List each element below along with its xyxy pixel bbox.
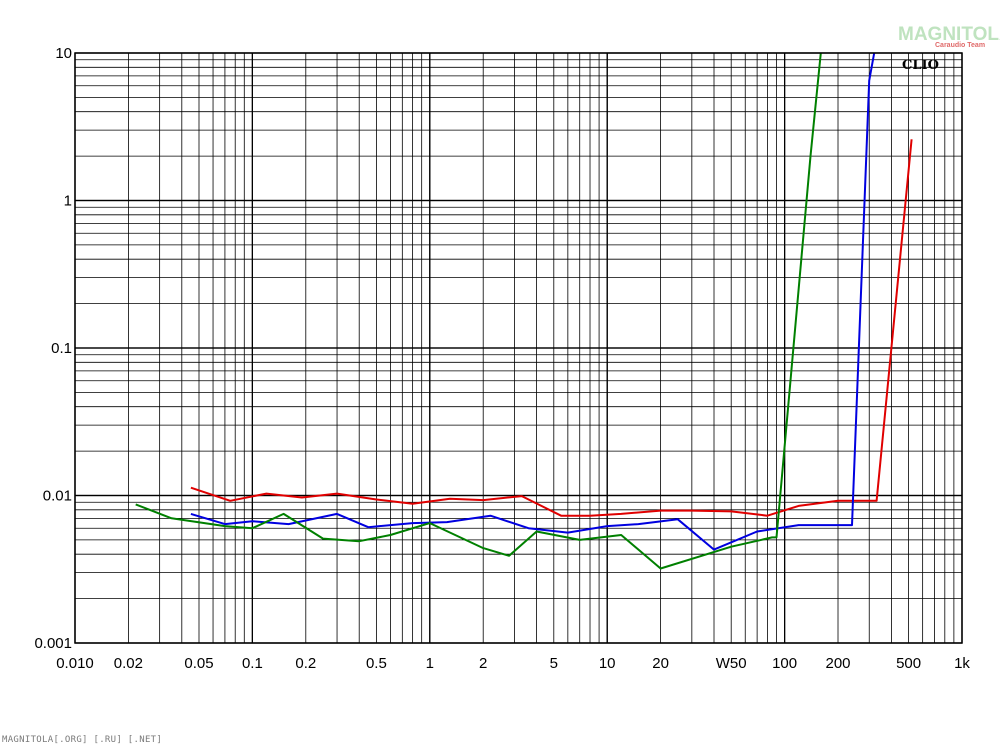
clio-label: CLIO [902, 58, 939, 73]
x-tick-label: 1k [954, 655, 970, 672]
plot-border [74, 52, 963, 644]
footer-text: MAGNITOLA[.ORG] [.RU] [.NET] [2, 735, 163, 745]
y-tick-label: 0.01 [43, 488, 72, 505]
magnitola-logo: MAGNITOLA Caraudio Team [898, 24, 1000, 49]
y-tick-label: 10 [55, 45, 72, 62]
series-line-3 [135, 53, 822, 570]
x-tick-label: 500 [896, 655, 921, 672]
y-tick-label: 1 [64, 193, 72, 210]
x-tick-label: 2 [479, 655, 487, 672]
x-tick-label: 0.02 [114, 655, 143, 672]
logo-subtext: Caraudio Team [935, 42, 985, 49]
x-tick-label: W50 [716, 655, 747, 672]
data-series [135, 53, 913, 570]
series-line-1 [190, 139, 913, 517]
x-tick-label: 0.2 [295, 655, 316, 672]
plot-grid [74, 52, 963, 644]
x-tick-label: 200 [825, 655, 850, 672]
x-tick-label: 5 [550, 655, 558, 672]
x-tick-label: 1 [426, 655, 434, 672]
x-tick-label: 0.010 [56, 655, 94, 672]
x-tick-label: 10 [599, 655, 616, 672]
x-tick-label: 0.1 [242, 655, 263, 672]
x-tick-label: 0.05 [184, 655, 213, 672]
y-tick-label: 0.1 [51, 340, 72, 357]
x-tick-label: 0.5 [366, 655, 387, 672]
x-tick-label: 100 [772, 655, 797, 672]
x-tick-label: 20 [652, 655, 669, 672]
y-tick-label: 0.001 [34, 635, 72, 652]
series-line-2 [190, 53, 876, 551]
axis-ticks: 0.010 0.02 0.05 0.1 0.2 0.5 1 2 5 10 20 W50 100 200 50… [34, 45, 970, 672]
logo-text: MAGNITOLA [898, 24, 1000, 45]
